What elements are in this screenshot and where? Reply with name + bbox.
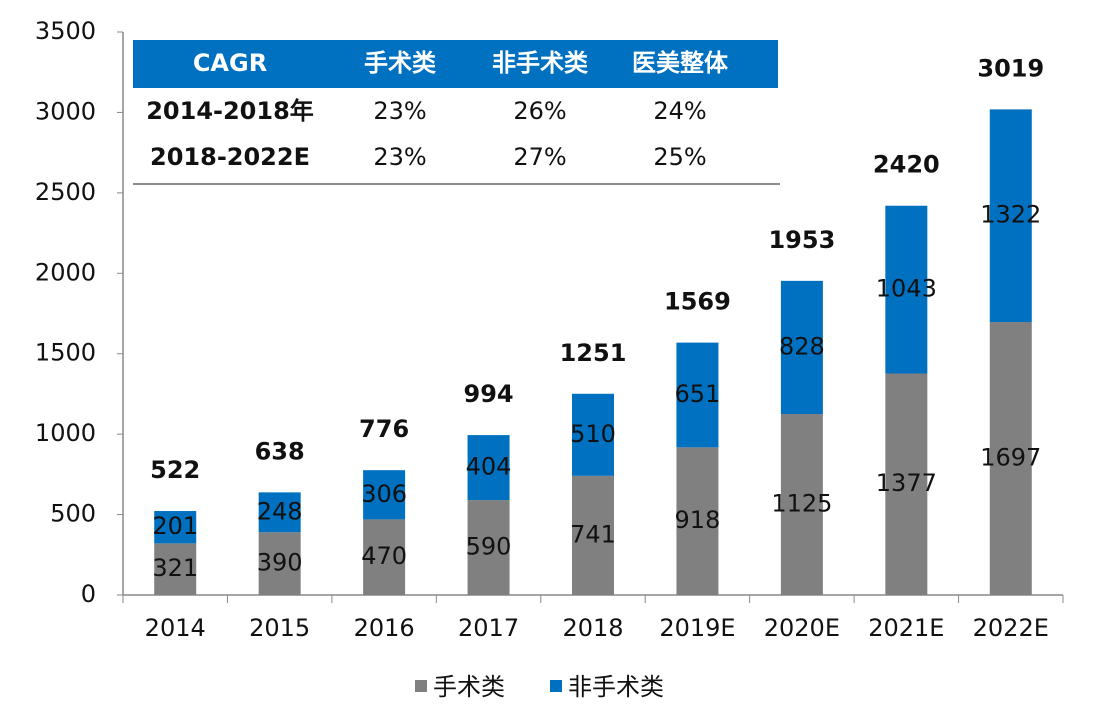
bar-segment xyxy=(467,500,510,595)
bar-segment xyxy=(154,511,197,544)
bar-segment xyxy=(676,342,719,448)
value-label: 651 xyxy=(675,380,721,408)
bar-segment xyxy=(676,447,719,595)
table-cell: 24% xyxy=(653,97,706,125)
table-header-cell: CAGR xyxy=(193,49,267,77)
total-label: 3019 xyxy=(977,54,1044,82)
total-label: 776 xyxy=(359,415,409,443)
table-header-cell: 手术类 xyxy=(364,49,437,77)
table-header-cell: 非手术类 xyxy=(492,49,589,77)
legend-swatch xyxy=(415,680,427,692)
x-tick-label: 2015 xyxy=(249,614,310,642)
table-cell: 2014-2018年 xyxy=(146,97,314,125)
y-tick-label: 0 xyxy=(81,580,96,608)
value-label: 201 xyxy=(152,512,198,540)
x-tick-label: 2021E xyxy=(868,614,944,642)
bar-segment xyxy=(467,435,510,501)
y-tick-label: 1500 xyxy=(35,339,96,367)
total-label: 1569 xyxy=(664,288,731,316)
legend-swatch xyxy=(550,680,562,692)
table-cell: 26% xyxy=(513,97,566,125)
table-cell: 23% xyxy=(373,143,426,171)
value-label: 390 xyxy=(257,549,303,577)
table-cell: 25% xyxy=(653,143,706,171)
x-tick-label: 2017 xyxy=(458,614,519,642)
table-cell: 2018-2022E xyxy=(150,143,310,171)
total-label: 2420 xyxy=(873,151,940,179)
value-label: 321 xyxy=(152,554,198,582)
table-cell: 23% xyxy=(373,97,426,125)
x-tick-label: 2014 xyxy=(145,614,206,642)
y-tick-label: 1000 xyxy=(35,419,96,447)
value-label: 1377 xyxy=(876,469,937,497)
table-cell: 27% xyxy=(513,143,566,171)
bar-segment xyxy=(989,322,1032,595)
value-label: 741 xyxy=(570,520,616,548)
value-label: 470 xyxy=(361,542,407,570)
value-label: 404 xyxy=(466,453,512,481)
bar-segment xyxy=(363,470,406,520)
legend-label: 手术类 xyxy=(433,673,505,701)
value-label: 510 xyxy=(570,420,616,448)
x-tick-label: 2018 xyxy=(562,614,623,642)
x-tick-label: 2019E xyxy=(659,614,735,642)
y-tick-label: 3000 xyxy=(35,97,96,125)
bar-segment xyxy=(780,280,823,415)
bar-segment xyxy=(885,373,928,595)
value-label: 828 xyxy=(779,332,825,360)
y-tick-label: 500 xyxy=(50,500,96,528)
value-label: 1125 xyxy=(771,490,832,518)
bar-segment xyxy=(363,519,406,595)
bar-segment xyxy=(572,393,614,476)
value-label: 918 xyxy=(675,506,721,534)
x-tick-label: 2016 xyxy=(354,614,415,642)
value-label: 1043 xyxy=(876,275,937,303)
x-tick-label: 2022E xyxy=(973,614,1049,642)
y-tick-label: 2000 xyxy=(35,258,96,286)
total-label: 522 xyxy=(150,456,200,484)
bar-segment xyxy=(885,205,928,374)
x-tick-label: 2020E xyxy=(764,614,840,642)
value-label: 306 xyxy=(361,480,407,508)
table-header-bg xyxy=(133,40,778,88)
y-tick-label: 3500 xyxy=(35,17,96,45)
total-label: 994 xyxy=(464,380,514,408)
bar-segment xyxy=(572,475,614,595)
bar-segment xyxy=(258,532,301,595)
bar-segment xyxy=(258,492,301,533)
value-label: 1697 xyxy=(980,444,1041,472)
total-label: 1953 xyxy=(768,226,835,254)
value-label: 248 xyxy=(257,497,303,525)
legend-label: 非手术类 xyxy=(568,673,664,701)
value-label: 590 xyxy=(466,533,512,561)
bar-segment xyxy=(154,543,197,595)
value-label: 1322 xyxy=(980,201,1041,229)
total-label: 1251 xyxy=(560,339,627,367)
bar-segment xyxy=(989,109,1032,323)
table-header-cell: 医美整体 xyxy=(632,49,729,77)
total-label: 638 xyxy=(255,437,305,465)
y-tick-label: 2500 xyxy=(35,178,96,206)
bar-segment xyxy=(780,414,823,595)
